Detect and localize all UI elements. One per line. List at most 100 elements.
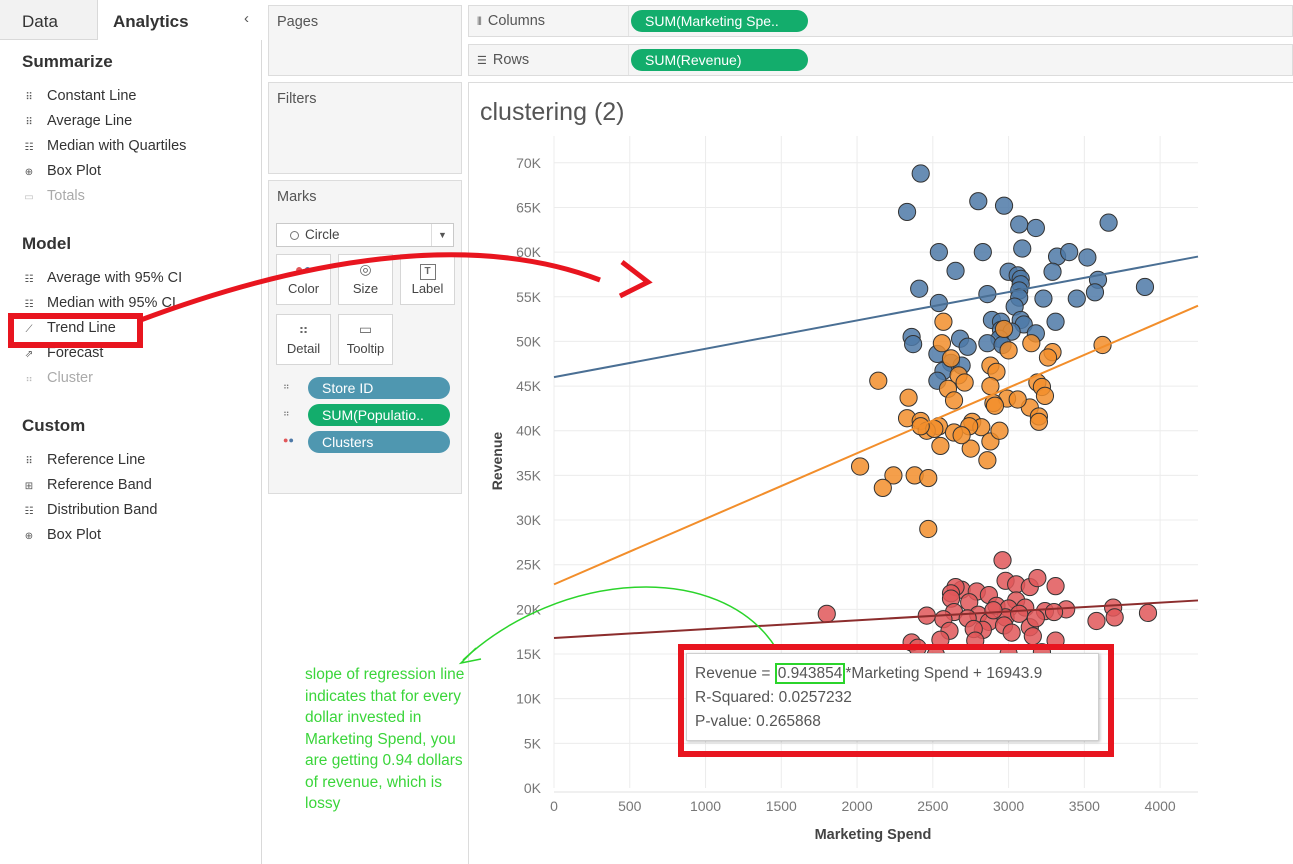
item-reference-line[interactable]: ⠿ Reference Line <box>22 452 145 472</box>
data-point[interactable] <box>897 202 917 222</box>
data-point[interactable] <box>1105 608 1124 627</box>
data-point[interactable] <box>1087 611 1106 631</box>
data-point[interactable] <box>934 312 953 331</box>
mark-type-dropdown[interactable]: Circle ▼ <box>276 223 454 247</box>
store-id-pill[interactable]: Store ID <box>308 377 450 399</box>
data-point[interactable] <box>817 604 836 623</box>
data-point[interactable] <box>904 335 923 354</box>
data-point[interactable] <box>1138 603 1158 623</box>
tab-data[interactable]: Data <box>0 0 98 40</box>
item-median-quartiles[interactable]: ☷ Median with Quartiles <box>22 138 187 158</box>
data-point[interactable] <box>1013 239 1032 258</box>
item-distribution-band[interactable]: ☷ Distribution Band <box>22 502 158 522</box>
item-cluster[interactable]: ⠶ Cluster <box>22 370 93 390</box>
tooltip-button[interactable]: ▭ Tooltip <box>338 314 393 365</box>
data-point[interactable] <box>884 466 903 485</box>
circle-icon <box>290 231 299 240</box>
data-point[interactable] <box>978 334 997 353</box>
data-point[interactable] <box>1026 218 1045 238</box>
data-point[interactable] <box>973 243 992 262</box>
data-point[interactable] <box>978 451 997 470</box>
item-average-line[interactable]: ⠿ Average Line <box>22 113 132 133</box>
item-median-95ci[interactable]: ☷ Median with 95% CI <box>22 295 176 315</box>
item-totals[interactable]: ▭ Totals <box>22 188 85 208</box>
data-point[interactable] <box>1002 623 1021 642</box>
data-point[interactable] <box>1044 602 1064 622</box>
data-point[interactable] <box>958 337 977 356</box>
data-point[interactable] <box>1023 627 1042 646</box>
dropdown-arrow-icon[interactable]: ▼ <box>431 224 453 246</box>
data-point[interactable] <box>1010 604 1029 623</box>
data-point[interactable] <box>1046 312 1065 331</box>
slope-value: 0.943854 <box>774 663 846 684</box>
trend-line[interactable] <box>553 255 1199 379</box>
item-constant-line[interactable]: ⠿ Constant Line <box>22 88 136 108</box>
data-point[interactable] <box>1078 248 1097 267</box>
data-point[interactable] <box>1060 243 1079 262</box>
data-point[interactable] <box>1099 213 1118 232</box>
data-point[interactable] <box>952 426 971 445</box>
data-point[interactable] <box>919 519 938 539</box>
data-point[interactable] <box>944 391 964 410</box>
data-point[interactable] <box>1035 386 1055 406</box>
rows-shelf[interactable]: ☰ Rows SUM(Revenue) <box>468 44 1293 76</box>
clusters-pill[interactable]: Clusters <box>308 431 450 453</box>
data-point[interactable] <box>1028 569 1047 588</box>
pane-tabs: Data Analytics ‹ <box>0 0 262 40</box>
data-point[interactable] <box>899 388 918 407</box>
detail-button[interactable]: ⠶ Detail <box>276 314 331 365</box>
data-point[interactable] <box>999 341 1018 360</box>
totals-icon: ▭ <box>24 192 34 203</box>
data-point[interactable] <box>1135 277 1155 297</box>
data-point[interactable] <box>941 349 961 368</box>
data-point[interactable] <box>911 164 930 183</box>
population-pill[interactable]: SUM(Populatio.. <box>308 404 450 426</box>
data-point[interactable] <box>1022 334 1041 353</box>
label-button[interactable]: T Label <box>400 254 455 305</box>
data-point[interactable] <box>873 478 892 498</box>
data-point[interactable] <box>955 373 974 392</box>
item-custom-box-plot[interactable]: ⊕ Box Plot <box>22 527 101 547</box>
columns-pill[interactable]: SUM(Marketing Spe.. <box>631 10 808 32</box>
data-point[interactable] <box>850 457 870 476</box>
trend-line[interactable] <box>553 599 1199 639</box>
data-point[interactable] <box>994 196 1014 215</box>
data-point[interactable] <box>929 243 948 262</box>
data-point[interactable] <box>990 421 1009 440</box>
item-box-plot[interactable]: ⊕ Box Plot <box>22 163 101 183</box>
pages-card[interactable]: Pages <box>268 5 462 76</box>
data-point[interactable] <box>1085 283 1105 302</box>
data-point[interactable] <box>869 371 888 390</box>
data-point[interactable] <box>1026 609 1045 628</box>
item-trend-line[interactable]: ⟋ Trend Line <box>22 320 116 340</box>
data-point[interactable] <box>919 468 938 488</box>
data-point[interactable] <box>1010 215 1029 234</box>
data-point[interactable] <box>961 439 980 458</box>
data-point[interactable] <box>1038 348 1058 367</box>
chevron-left-icon[interactable]: ‹ <box>244 10 249 27</box>
data-point[interactable] <box>1029 412 1048 431</box>
data-point[interactable] <box>1043 262 1062 281</box>
trend-line[interactable] <box>553 304 1199 586</box>
rows-pill[interactable]: SUM(Revenue) <box>631 49 808 71</box>
data-point[interactable] <box>932 334 952 353</box>
data-point[interactable] <box>931 436 950 456</box>
tab-analytics[interactable]: Analytics <box>98 0 262 40</box>
columns-shelf[interactable]: ⦀ Columns SUM(Marketing Spe.. <box>468 5 1293 37</box>
data-point[interactable] <box>1008 390 1027 409</box>
data-point[interactable] <box>910 279 929 298</box>
data-point[interactable] <box>1046 577 1065 596</box>
data-point[interactable] <box>994 319 1014 339</box>
data-point[interactable] <box>985 396 1005 415</box>
data-point[interactable] <box>993 551 1012 570</box>
reference-band-icon: ⊞ <box>24 481 34 492</box>
data-point[interactable] <box>1034 289 1053 308</box>
data-point[interactable] <box>969 192 988 211</box>
item-average-95ci[interactable]: ☷ Average with 95% CI <box>22 270 183 290</box>
item-forecast[interactable]: ⇗ Forecast <box>22 345 104 365</box>
data-point[interactable] <box>946 261 965 280</box>
filters-card[interactable]: Filters <box>268 82 462 174</box>
data-point[interactable] <box>984 601 1003 620</box>
item-reference-band[interactable]: ⊞ Reference Band <box>22 477 152 497</box>
data-point[interactable] <box>1067 289 1086 308</box>
